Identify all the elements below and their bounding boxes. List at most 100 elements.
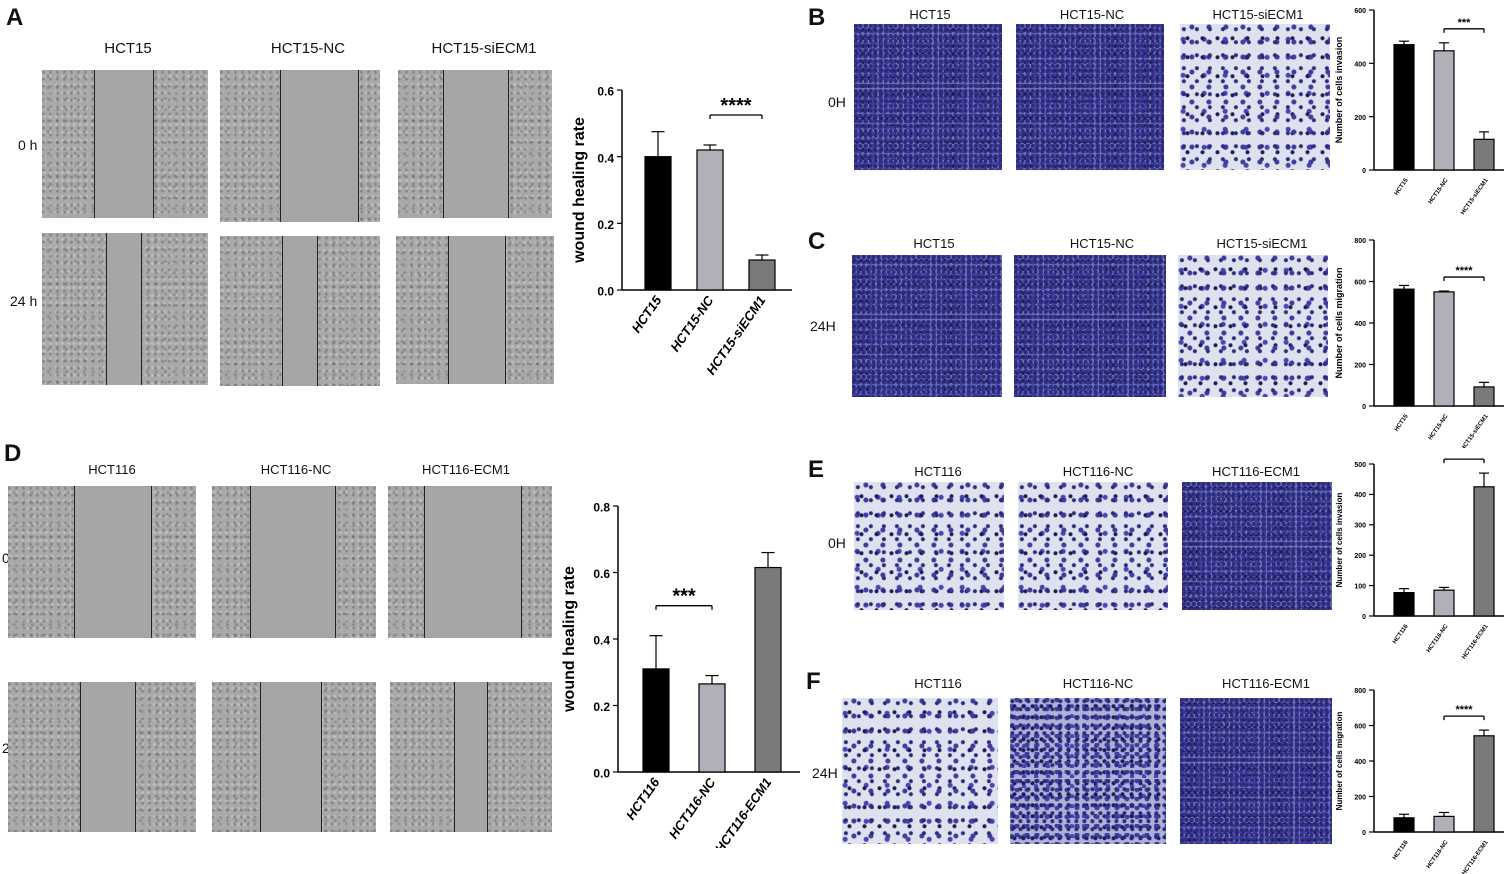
- x-tick-label: HCT116-ECM1: [1461, 623, 1490, 660]
- x-tick-label: HCT15-siECM1: [1460, 177, 1490, 216]
- bar: [1473, 138, 1495, 171]
- y-tick-label: 300: [1354, 523, 1366, 530]
- wound-image-hct116-ecm1-24h: [390, 682, 552, 832]
- panel-letter-d: D: [4, 440, 22, 467]
- row-label-24h: 24H: [810, 318, 836, 334]
- y-axis-label: Number of cells migration: [1334, 267, 1344, 378]
- column-label-hct15-nc: HCT15-NC: [1069, 236, 1135, 251]
- invasion-image-hct15-nc: [1016, 24, 1164, 170]
- y-tick-label: 500: [1354, 462, 1366, 469]
- y-tick-label: 100: [1354, 583, 1366, 590]
- bar: [1433, 815, 1455, 833]
- y-tick-label: 0: [1362, 168, 1366, 175]
- y-tick-label: 600: [1354, 8, 1366, 15]
- bar: [748, 259, 776, 291]
- row-label-0h: 0 h: [18, 137, 38, 153]
- y-tick-label: 0.0: [593, 767, 610, 781]
- bar: [696, 149, 724, 291]
- y-tick-label: 800: [1354, 238, 1366, 245]
- column-label-hct116-nc: HCT116-NC: [260, 462, 332, 477]
- invasion-image-hct15-siecm1: [1180, 24, 1330, 170]
- row-label-24h: 24H: [812, 765, 838, 781]
- column-label-hct116-nc: HCT116-NC: [1062, 464, 1134, 479]
- x-tick-label: HCT15-NC: [667, 293, 717, 355]
- wound-image-hct15-siecm1-0h: [398, 70, 552, 218]
- chart-b: 0 200 400 600 Number of cells invasion HCT15 H…: [1334, 8, 1504, 216]
- y-axis-label: Number of cells invasion: [1334, 37, 1344, 144]
- x-tick-label: HCT116-NC: [1426, 623, 1450, 654]
- column-label-hct15: HCT15: [913, 236, 955, 251]
- bar: [1473, 486, 1495, 617]
- bar: [1433, 291, 1455, 407]
- y-tick-label: 400: [1354, 321, 1366, 328]
- panel-letter-f: F: [806, 668, 821, 695]
- wound-image-hct116-nc-24h: [212, 682, 376, 832]
- y-tick-label: 800: [1354, 688, 1366, 695]
- y-tick-label: 0: [1362, 404, 1366, 411]
- y-tick-label: 0: [1362, 830, 1366, 837]
- chart-f: 0 200 400 600 800 Number of cells migration HC…: [1335, 688, 1504, 874]
- invasion-image-hct116-ecm1: [1182, 482, 1332, 610]
- significance-label: ***: [1458, 17, 1472, 29]
- column-label-hct15-siecm1: HCT15-siECM1: [431, 40, 537, 57]
- y-tick-label: 200: [1354, 115, 1366, 122]
- column-label-hct116: HCT116: [914, 676, 962, 691]
- y-tick-label: 0.4: [593, 634, 610, 648]
- row-label-24h: 24 h: [10, 293, 38, 309]
- y-tick-label: 600: [1354, 280, 1366, 287]
- migration-image-hct15-siecm1: [1178, 255, 1328, 397]
- invasion-image-hct116: [854, 482, 1004, 610]
- x-tick-label: HCT116-NC: [666, 775, 719, 842]
- bar: [754, 566, 782, 773]
- significance-label: ****: [1455, 265, 1473, 277]
- chart-c: 0 200 400 600 800 Number of cells migration HC…: [1334, 238, 1504, 448]
- x-tick-label: HCT15-NC: [1428, 413, 1450, 441]
- wound-image-hct116-24h: [8, 682, 196, 832]
- x-tick-label: HCT116-ECM1: [712, 775, 775, 848]
- y-tick-label: 0.2: [593, 700, 610, 714]
- significance-label: ***: [1458, 456, 1472, 459]
- migration-image-hct116-ecm1: [1180, 698, 1332, 844]
- wound-image-hct15-siecm1-24h: [396, 236, 554, 384]
- x-tick-label: HCT15: [629, 292, 665, 335]
- column-label-hct116-nc: HCT116-NC: [1062, 676, 1134, 691]
- column-label-hct15-nc: HCT15-NC: [1059, 7, 1125, 22]
- bar: [642, 668, 670, 773]
- y-tick-label: 400: [1354, 759, 1366, 766]
- y-tick-label: 0.4: [597, 151, 614, 165]
- y-axis-label: wound healing rate: [571, 117, 588, 264]
- x-tick-label: HCT116: [1392, 839, 1410, 861]
- y-tick-label: 0.6: [597, 85, 614, 99]
- y-tick-label: 400: [1354, 492, 1366, 499]
- x-tick-label: HCT116: [1392, 623, 1410, 645]
- y-axis-label: wound healing rate: [561, 566, 578, 713]
- column-label-hct15-nc: HCT15-NC: [270, 40, 346, 57]
- y-tick-label: 200: [1354, 363, 1366, 370]
- x-tick-label: HCT116-NC: [1426, 839, 1450, 870]
- column-label-hct15-siecm1: HCT15-siECM1: [1212, 7, 1304, 22]
- significance-label: ****: [720, 95, 751, 117]
- column-label-hct15-siecm1: HCT15-siECM1: [1216, 236, 1308, 251]
- bar: [1393, 288, 1415, 407]
- column-label-hct116-ecm1: HCT116-ECM1: [1212, 464, 1300, 479]
- significance-label: ***: [672, 586, 696, 608]
- wound-image-hct116-ecm1-0h: [388, 486, 552, 638]
- invasion-image-hct15: [854, 24, 1002, 170]
- x-tick-label: HCT116: [623, 774, 663, 822]
- column-label-hct15: HCT15: [909, 7, 951, 22]
- bar: [1393, 44, 1415, 171]
- wound-image-hct15-nc-24h: [220, 236, 380, 386]
- y-tick-label: 0.2: [597, 218, 614, 232]
- y-axis-label: Number of cells migration: [1335, 712, 1344, 811]
- chart-a: 0.0 0.2 0.4 0.6 wound healing rate HCT15 HCT15…: [571, 85, 792, 377]
- significance-label: ****: [1455, 704, 1473, 716]
- y-tick-label: 600: [1354, 723, 1366, 730]
- y-tick-label: 200: [1354, 553, 1366, 560]
- y-axis-label: Number of cells invasion: [1335, 493, 1344, 588]
- invasion-image-hct116-nc: [1018, 482, 1168, 610]
- panel-letter-a: A: [6, 4, 24, 31]
- bar: [698, 683, 726, 773]
- bar: [1433, 50, 1455, 171]
- migration-image-hct15-nc: [1014, 255, 1166, 397]
- column-label-hct116-ecm1: HCT116-ECM1: [1222, 676, 1310, 691]
